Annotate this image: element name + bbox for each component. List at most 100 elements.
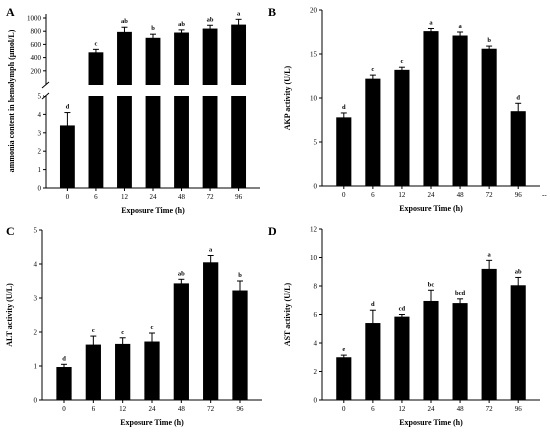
x-tick-label: 96 [515, 191, 523, 199]
y-axis-title: AST activity (U/L) [283, 282, 292, 346]
bar-24 [145, 37, 161, 188]
panel-A: 0123452004006008001000d0c6ab12b24ab48ab7… [7, 10, 260, 215]
x-tick-label: 12 [121, 193, 129, 201]
x-tick-label: 72 [207, 193, 215, 201]
significance-letter: a [458, 23, 462, 30]
panel-label-C: C [6, 224, 15, 238]
bar-48 [174, 32, 189, 188]
significance-letter: c [371, 66, 374, 73]
significance-letter: d [62, 355, 66, 362]
y-tick-label: 2 [34, 329, 38, 337]
significance-letter: a [429, 19, 433, 26]
y-axis-title: ALT activity (U/L) [5, 283, 14, 347]
significance-letter: ab [207, 16, 214, 23]
bar-96 [510, 111, 526, 186]
x-tick-label: 72 [486, 405, 494, 413]
y-tick-label: 5 [314, 139, 318, 147]
significance-letter: d [66, 104, 70, 111]
significance-letter: b [487, 37, 491, 44]
bar-24 [144, 341, 160, 400]
bar-72 [481, 268, 497, 400]
bar-6 [365, 78, 381, 186]
bar-48 [452, 303, 468, 400]
y-tick-label: 0 [314, 397, 318, 405]
x-tick-label: 24 [428, 191, 436, 199]
bar-0 [59, 125, 75, 188]
x-axis-title: Exposure Time (h) [399, 204, 463, 213]
panel-D: 024681012e0d6cd12bc24bcd48a72ab96Exposur… [283, 226, 540, 427]
y-tick-label: 3 [38, 129, 42, 137]
bar-24 [423, 31, 439, 187]
significance-letter: c [400, 58, 403, 65]
y-tick-label: 1 [34, 363, 38, 371]
significance-letter: b [151, 25, 155, 32]
bar-12 [115, 343, 131, 400]
y-tick-label: 6 [314, 311, 318, 319]
axis-break-gap [44, 85, 260, 96]
bar-12 [394, 69, 410, 186]
y-tick-label: 400 [31, 54, 42, 62]
x-axis-title: Exposure Time (h) [399, 418, 463, 427]
y-tick-label: 2 [38, 148, 42, 156]
y-tick-label: 20 [310, 7, 318, 15]
panel-label-A: A [6, 5, 15, 19]
y-tick-label: 200 [31, 67, 42, 75]
significance-letter: ab [515, 268, 522, 275]
bar-48 [173, 283, 189, 400]
significance-letter: d [516, 94, 520, 101]
y-tick-label: 2 [314, 368, 318, 376]
y-tick-label: 10 [310, 95, 318, 103]
axis-break-mark [41, 81, 50, 89]
x-tick-label: 48 [457, 191, 465, 199]
significance-letter: c [151, 324, 154, 331]
x-tick-label: 96 [237, 405, 245, 413]
significance-letter: ab [178, 21, 185, 28]
x-tick-label: 6 [371, 191, 375, 199]
x-tick-label: 6 [92, 405, 96, 413]
significance-letter: bc [428, 281, 435, 288]
y-tick-label: 0 [34, 397, 38, 405]
x-tick-label: 6 [94, 193, 98, 201]
y-axis-title: ammonia content in hemolymph (μmol/L) [7, 29, 16, 172]
x-axis-title: Exposure Time (h) [121, 206, 185, 215]
x-tick-label: 12 [119, 405, 127, 413]
y-tick-label: 1000 [27, 15, 42, 23]
y-tick-label: 5 [34, 227, 38, 235]
panel-label-D: D [268, 224, 277, 238]
significance-letter: bcd [455, 290, 466, 297]
y-tick-label: 15 [310, 51, 318, 59]
y-tick-label: 0 [314, 183, 318, 191]
x-tick-label: 24 [149, 405, 157, 413]
y-axis-title: AKP activity (U/L) [283, 65, 292, 130]
significance-letter: cd [399, 306, 406, 313]
significance-letter: a [237, 10, 241, 17]
y-tick-label: 4 [34, 261, 38, 269]
y-tick-label: 600 [31, 41, 42, 49]
bar-72 [202, 28, 218, 189]
significance-letter: c [92, 327, 95, 334]
x-tick-label: 48 [457, 405, 465, 413]
bar-96 [510, 285, 526, 400]
bar-12 [394, 316, 410, 400]
panel-B: 0 5 10 15 20 d 0 c 6 c 12 a 24 a 48 b 72 d 96 -- Exposure Ti… [283, 7, 547, 214]
significance-letter: b [238, 272, 242, 279]
significance-letter: e [342, 346, 345, 353]
x-axis-title: Exposure Time (h) [120, 418, 184, 427]
y-tick-label: 5 [38, 93, 42, 101]
bar-72 [203, 262, 219, 400]
significance-letter: c [121, 329, 124, 336]
x-tick-label: 24 [428, 405, 436, 413]
bar-24 [423, 300, 439, 400]
bar-6 [88, 52, 104, 188]
bar-48 [452, 35, 468, 186]
x-tick-label: 48 [178, 405, 186, 413]
significance-letter: a [488, 251, 492, 258]
x-tick-label: 12 [398, 405, 406, 413]
x-tick-label: 0 [342, 405, 346, 413]
y-tick-label: 8 [314, 283, 318, 291]
bar-6 [85, 344, 101, 400]
x-tick-label: 72 [207, 405, 215, 413]
significance-letter: ab [121, 18, 128, 25]
y-tick-label: 1 [38, 166, 42, 174]
